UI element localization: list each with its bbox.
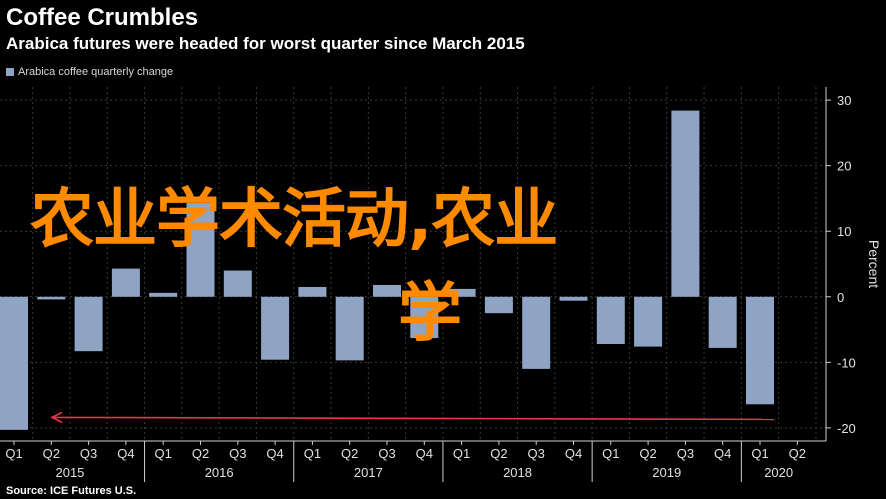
x-tick-label: Q2	[192, 446, 209, 461]
legend: Arabica coffee quarterly change	[6, 66, 173, 78]
y-tick-label: -10	[837, 355, 856, 370]
x-tick-label: Q2	[43, 446, 60, 461]
x-tick-label: Q1	[453, 446, 470, 461]
y-tick-label: 10	[837, 224, 851, 239]
x-tick-label: Q1	[155, 446, 172, 461]
x-tick-label: Q2	[341, 446, 358, 461]
bar	[0, 296, 28, 430]
source-note: Source: ICE Futures U.S.	[6, 485, 137, 497]
bar	[447, 288, 476, 297]
x-tick-label: Q4	[266, 446, 283, 461]
x-year-label: 2019	[652, 465, 681, 480]
bar	[223, 270, 252, 297]
bar	[522, 296, 551, 369]
x-tick-label: Q3	[229, 446, 246, 461]
y-tick-label: 20	[837, 159, 851, 174]
legend-label: Arabica coffee quarterly change	[18, 66, 174, 78]
x-tick-label: Q2	[490, 446, 507, 461]
bar	[410, 296, 439, 339]
x-tick-label: Q4	[416, 446, 433, 461]
x-tick-label: Q1	[751, 446, 768, 461]
x-tick-label: Q3	[677, 446, 694, 461]
x-tick-label: Q3	[528, 446, 545, 461]
y-tick-label: -20	[837, 421, 856, 436]
bar	[484, 296, 513, 314]
bar	[298, 286, 327, 297]
x-year-label: 2020	[764, 465, 793, 480]
x-tick-label: Q1	[602, 446, 619, 461]
x-tick-label: Q4	[714, 446, 731, 461]
x-tick-label: Q1	[5, 446, 22, 461]
bar	[634, 296, 663, 347]
bar	[596, 296, 625, 344]
x-year-label: 2015	[55, 465, 84, 480]
bar	[111, 268, 140, 297]
y-tick-label: 30	[837, 93, 851, 108]
x-tick-label: Q4	[565, 446, 582, 461]
bar	[149, 292, 178, 297]
arrow-line	[51, 416, 775, 421]
y-tick-label: 0	[837, 290, 844, 305]
x-tick-label: Q3	[80, 446, 97, 461]
bar	[559, 296, 588, 301]
bar	[74, 296, 103, 352]
arrow-head	[50, 411, 63, 424]
x-tick-label: Q2	[639, 446, 656, 461]
bar	[186, 203, 215, 297]
bar	[373, 284, 401, 297]
x-tick-label: Q4	[117, 446, 134, 461]
bar	[746, 296, 774, 405]
x-year-label: 2017	[354, 465, 383, 480]
bar	[37, 296, 66, 300]
bar	[708, 296, 737, 348]
legend-swatch	[6, 68, 14, 76]
chart-title: Coffee Crumbles	[6, 4, 199, 31]
x-tick-label: Q3	[378, 446, 395, 461]
chart-subtitle: Arabica futures were headed for worst qu…	[6, 34, 525, 53]
bar	[335, 296, 364, 361]
bar	[261, 296, 290, 360]
x-tick-label: Q1	[304, 446, 321, 461]
x-year-label: 2016	[205, 465, 234, 480]
x-year-label: 2018	[503, 465, 532, 480]
bar	[671, 110, 700, 297]
x-tick-label: Q2	[789, 446, 806, 461]
y-axis-label: Percent	[866, 240, 882, 288]
